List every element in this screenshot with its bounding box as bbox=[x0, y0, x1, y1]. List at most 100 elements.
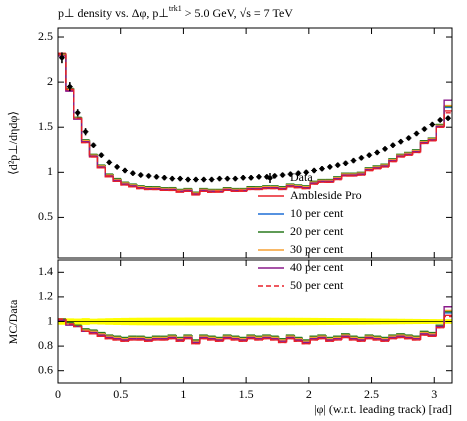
mc-histogram-step bbox=[301, 337, 311, 341]
mc-histogram-step bbox=[411, 151, 421, 156]
title-part: p⊥ density vs. Δφ, p⊥ bbox=[58, 6, 169, 20]
mc-histogram-step bbox=[435, 126, 445, 141]
data-point bbox=[248, 175, 254, 181]
mc-histogram-step bbox=[435, 326, 445, 337]
mc-histogram-step bbox=[151, 339, 161, 342]
data-point bbox=[398, 139, 404, 144]
title-part: > 5.0 GeV, √s = 7 TeV bbox=[182, 6, 294, 20]
mc-histogram-step bbox=[388, 160, 397, 167]
mc-histogram-step bbox=[333, 178, 342, 183]
mc-histogram-step bbox=[128, 184, 137, 188]
data-point bbox=[59, 55, 65, 61]
mc-histogram-step bbox=[317, 181, 326, 185]
x-tick-label: 0 bbox=[55, 387, 61, 401]
mc-histogram-step bbox=[112, 338, 122, 341]
mc-histogram-step bbox=[277, 336, 287, 340]
mc-histogram-step bbox=[419, 334, 429, 340]
mc-histogram-step bbox=[419, 142, 429, 153]
mc-histogram-step bbox=[65, 55, 74, 92]
data-point bbox=[327, 164, 333, 170]
mc-histogram-step bbox=[214, 339, 224, 342]
mc-histogram-step bbox=[285, 186, 295, 190]
mc-histogram-step bbox=[254, 338, 263, 341]
chart-title: p⊥ density vs. Δφ, p⊥trk1 > 5.0 GeV, √s … bbox=[58, 4, 293, 20]
mc-histogram-step bbox=[364, 169, 374, 176]
mc-histogram-step bbox=[120, 181, 129, 186]
legend-data-marker bbox=[267, 175, 273, 181]
mc-histogram-step bbox=[96, 333, 106, 337]
mc-histogram-step bbox=[112, 174, 122, 180]
legend-label: 20 per cent bbox=[290, 224, 344, 238]
mc-histogram-step bbox=[230, 190, 240, 192]
data-point bbox=[414, 131, 419, 136]
data-point bbox=[319, 166, 325, 172]
mc-histogram-step bbox=[214, 336, 224, 339]
mc-histogram-step bbox=[136, 184, 145, 187]
mc-histogram-step bbox=[427, 335, 437, 337]
mc-histogram-step bbox=[128, 339, 137, 342]
data-point bbox=[272, 173, 278, 179]
data-point bbox=[185, 177, 191, 182]
data-point bbox=[429, 122, 435, 127]
mc-histogram-step bbox=[143, 185, 153, 188]
x-tick-label: 2 bbox=[306, 387, 312, 401]
y-tick-label: 1 bbox=[47, 313, 53, 327]
y-tick-label: 0.8 bbox=[38, 338, 53, 352]
mc-histogram-step bbox=[411, 335, 421, 337]
mc-histogram-step bbox=[191, 335, 200, 341]
data-point bbox=[343, 160, 348, 166]
mc-histogram-step bbox=[317, 338, 326, 340]
data-point bbox=[351, 158, 356, 163]
data-point bbox=[138, 172, 144, 178]
mc-histogram-step bbox=[348, 337, 358, 341]
mc-histogram-step bbox=[104, 167, 114, 177]
data-point bbox=[382, 146, 388, 152]
mc-histogram-step bbox=[128, 182, 137, 185]
mc-histogram-step bbox=[277, 339, 287, 344]
mc-histogram-step bbox=[380, 339, 389, 342]
mc-histogram-step bbox=[191, 189, 200, 194]
mc-histogram-step bbox=[404, 154, 413, 157]
mc-histogram-step bbox=[143, 339, 153, 342]
mc-histogram-step bbox=[183, 338, 192, 342]
data-point bbox=[406, 135, 411, 141]
mc-histogram-step bbox=[112, 175, 122, 181]
legend-label: Ambleside Pro bbox=[290, 188, 362, 202]
mc-histogram-step bbox=[277, 186, 287, 189]
mc-histogram-step bbox=[159, 186, 169, 189]
mc-histogram-step bbox=[238, 189, 248, 192]
mc-histogram-step bbox=[325, 335, 334, 339]
x-tick-label: 0.5 bbox=[113, 387, 128, 401]
mc-histogram-step bbox=[396, 156, 405, 162]
y-axis-label: ⟨d²p⊥/dηdφ⟩ bbox=[6, 111, 20, 175]
mc-histogram-step bbox=[427, 331, 437, 334]
mc-histogram-step bbox=[301, 184, 311, 187]
y-tick-label: 2.5 bbox=[38, 29, 53, 43]
mc-histogram-step bbox=[340, 336, 350, 340]
mc-histogram-step bbox=[254, 335, 263, 337]
mc-histogram-step bbox=[159, 187, 169, 190]
mc-histogram-step bbox=[443, 306, 452, 327]
data-point bbox=[256, 174, 262, 180]
mc-histogram-step bbox=[325, 338, 334, 342]
mc-histogram-step bbox=[65, 54, 74, 91]
legend-label: 30 per cent bbox=[290, 242, 344, 256]
mc-histogram-step bbox=[419, 142, 429, 153]
x-tick-label: 2.5 bbox=[364, 387, 379, 401]
mc-histogram-step bbox=[246, 188, 255, 191]
mc-histogram-step bbox=[80, 118, 90, 144]
mc-histogram-step bbox=[207, 188, 216, 191]
mc-histogram-step bbox=[143, 336, 153, 339]
data-point bbox=[296, 170, 301, 176]
mc-histogram-step bbox=[270, 338, 279, 341]
data-point bbox=[169, 176, 175, 181]
data-point bbox=[75, 110, 81, 116]
mc-histogram-step bbox=[175, 335, 185, 339]
mc-histogram-step bbox=[262, 338, 271, 340]
data-point bbox=[106, 160, 112, 165]
data-point bbox=[240, 175, 246, 181]
mc-histogram-step bbox=[207, 338, 216, 341]
data-point bbox=[437, 117, 443, 123]
mc-histogram-step bbox=[388, 338, 397, 342]
mc-histogram-step bbox=[411, 338, 421, 341]
